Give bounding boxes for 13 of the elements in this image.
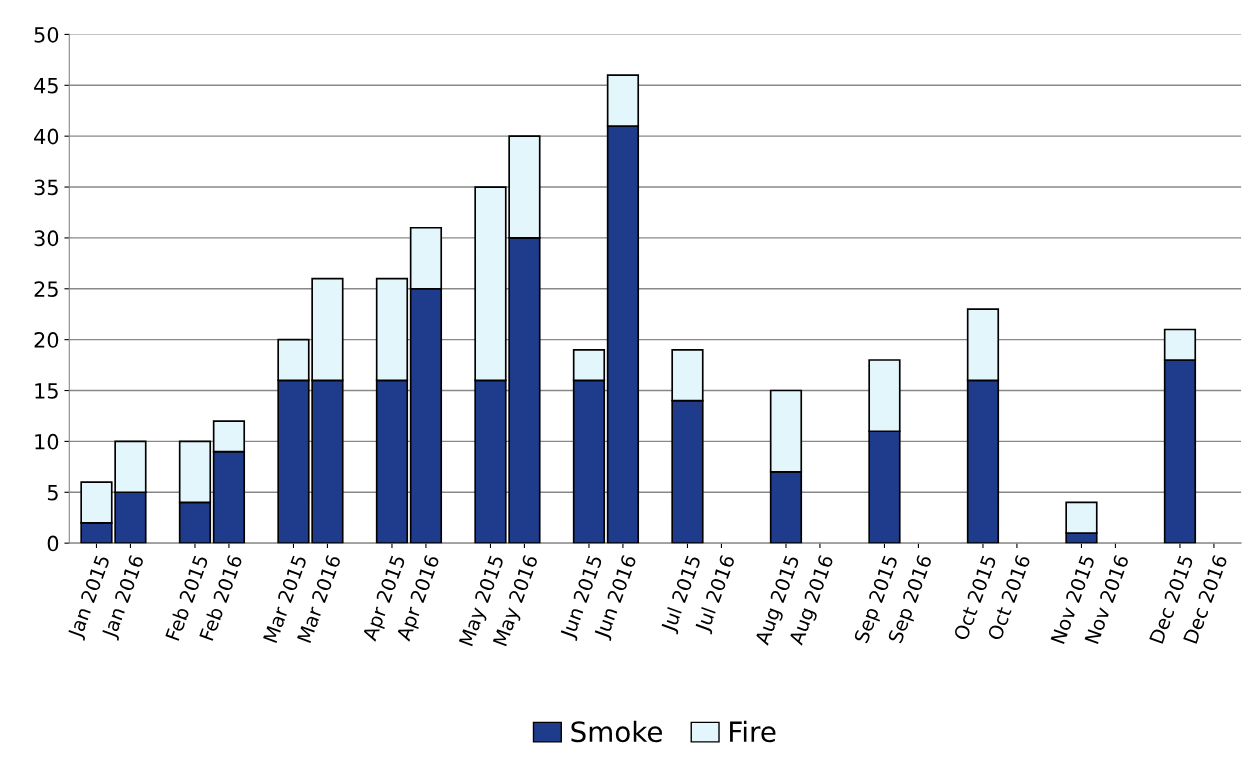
y-tick-label: 45 bbox=[34, 78, 58, 94]
y-tick-label: 25 bbox=[34, 281, 58, 297]
y-tick-label: 50 bbox=[34, 26, 59, 43]
y-tick-label: 35 bbox=[34, 179, 58, 196]
y-tick-label: 10 bbox=[35, 433, 59, 450]
y-tick-label: 5 bbox=[47, 485, 58, 501]
y-tick-label: 40 bbox=[34, 128, 59, 145]
legend-label: Fire bbox=[730, 720, 776, 743]
y-tick-label: 30 bbox=[34, 230, 59, 247]
y-tick-label: 15 bbox=[35, 383, 58, 399]
y-tick-label: 0 bbox=[47, 535, 59, 552]
y-tick-label: 20 bbox=[34, 332, 59, 348]
legend-label: Smoke bbox=[571, 720, 662, 743]
